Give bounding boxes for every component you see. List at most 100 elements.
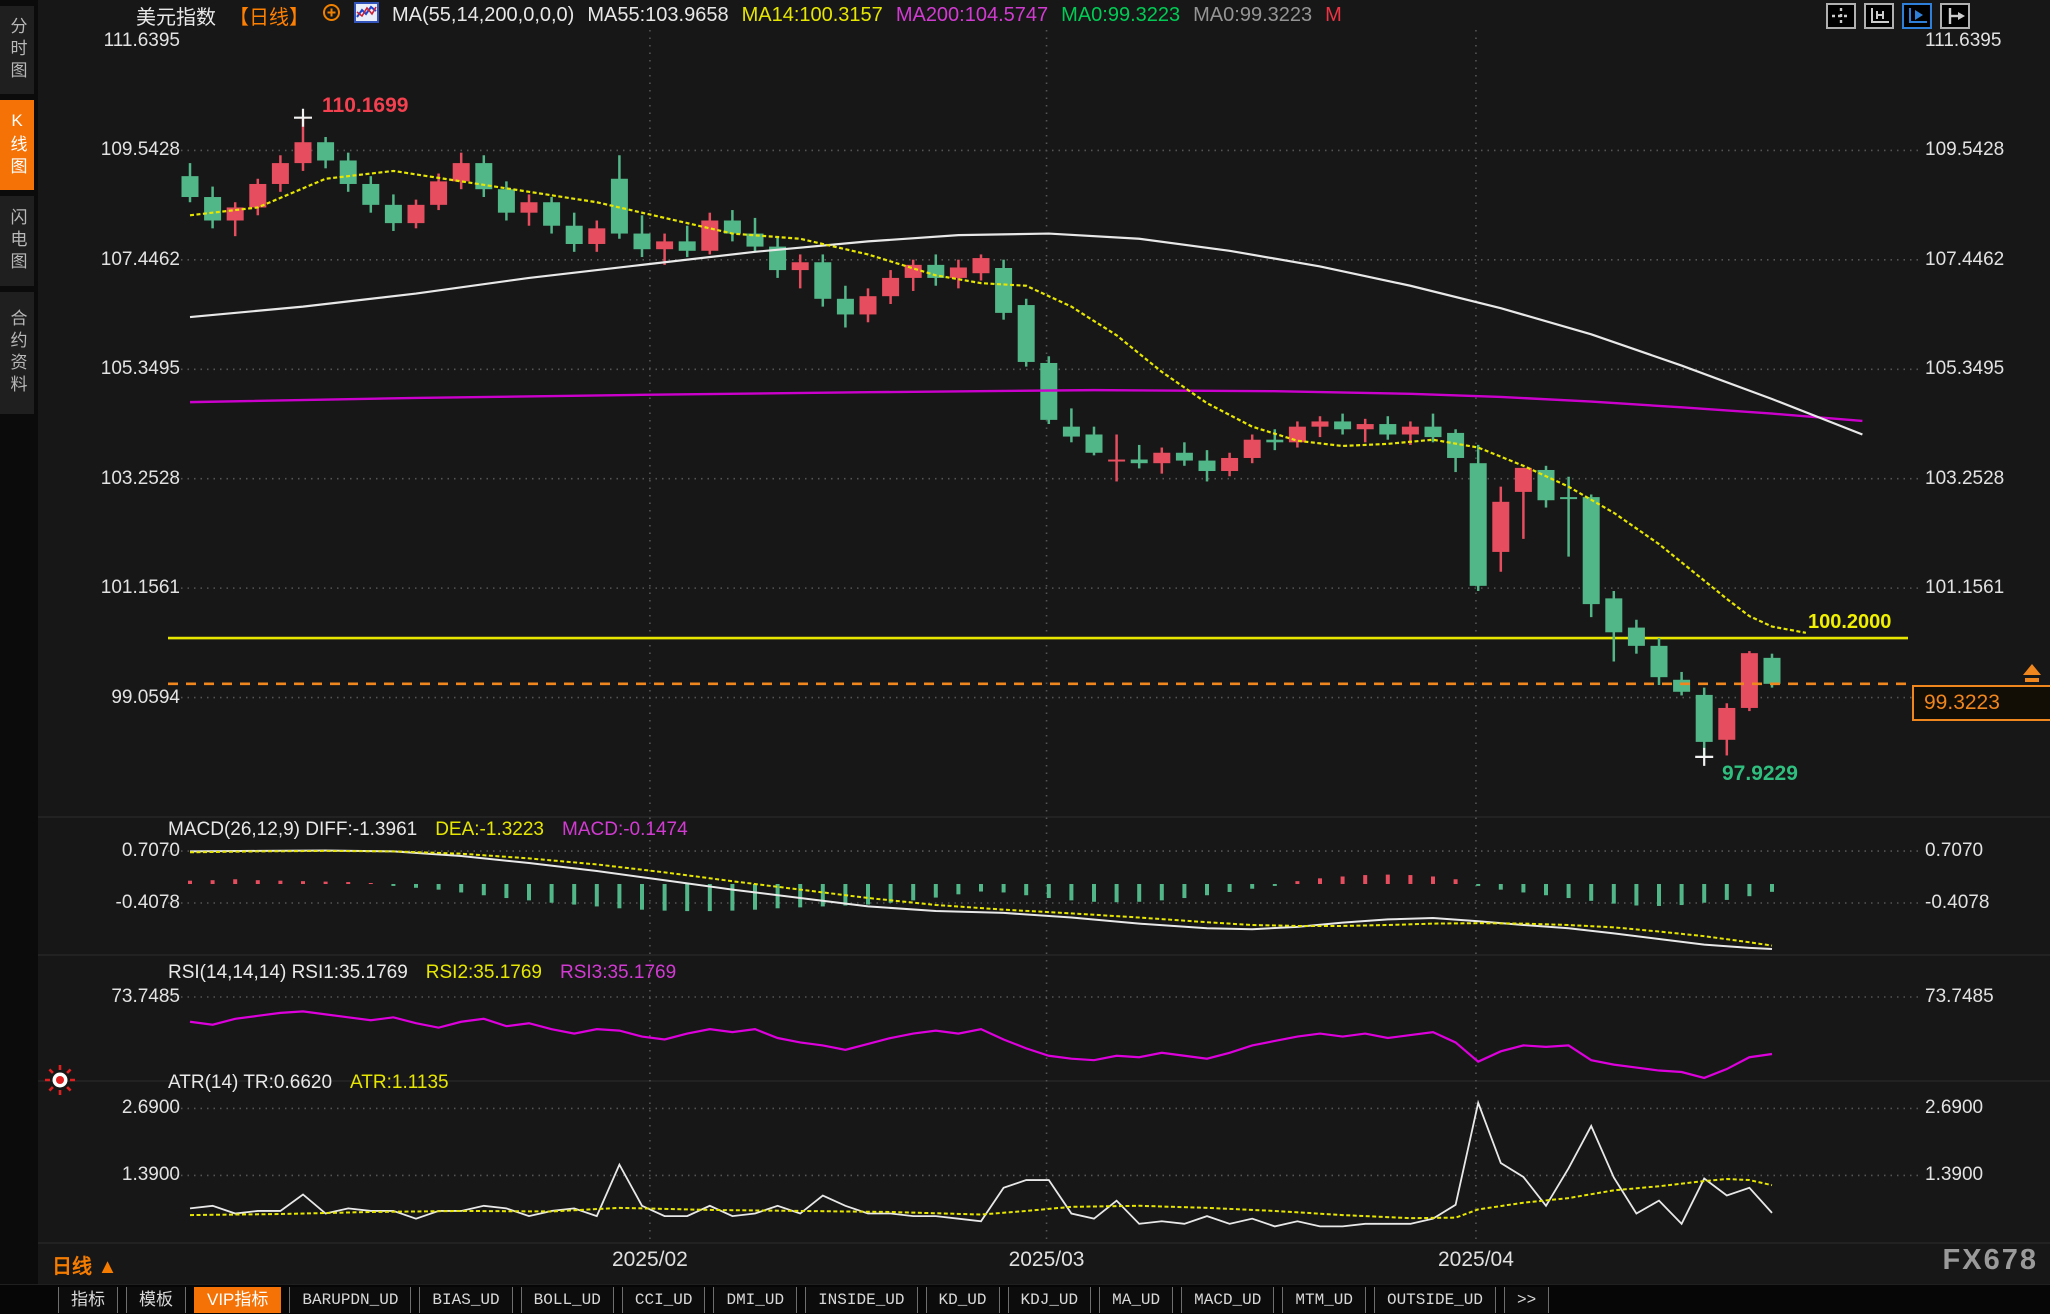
candle [1153, 447, 1171, 474]
period-text: 日线 [52, 1256, 92, 1278]
axis-label: 103.2528 [1925, 467, 2005, 489]
atr-title: ATR(14) TR:0.6620 [168, 1072, 333, 1093]
candle [1718, 703, 1736, 756]
axis-play-icon[interactable] [1902, 3, 1932, 29]
candle [882, 270, 900, 305]
left-price-axis: 111.6395 109.5428 107.4462 105.3495 103.2528… [38, 0, 180, 1250]
high-price-label: 110.1699 [322, 94, 409, 117]
axis-label: 1.3900 [121, 1164, 180, 1186]
candle [904, 259, 922, 291]
candle [633, 215, 651, 258]
candle [1695, 687, 1713, 758]
date-label: 2025/02 [611, 1248, 688, 1271]
tab-BIAS_UD[interactable]: BIAS_UD [419, 1287, 513, 1313]
chevron-up-icon: ▲ [97, 1256, 118, 1278]
ma14-line [189, 169, 1807, 634]
axis-label: 99.0594 [111, 686, 180, 708]
candle [1650, 638, 1668, 685]
axis-label: 73.7485 [111, 986, 180, 1007]
period-selector[interactable]: 日线 ▲ [52, 1250, 117, 1279]
candle [1288, 421, 1306, 448]
tab-MA_UD[interactable]: MA_UD [1099, 1287, 1174, 1313]
tab-BOLL_UD[interactable]: BOLL_UD [520, 1287, 614, 1313]
symbol-title: 美元指数 [136, 6, 216, 29]
axis-label: 109.5428 [100, 139, 180, 161]
sidebar-item-time-chart[interactable]: 分时图 [0, 6, 34, 94]
extreme-cross-marker [1695, 747, 1714, 766]
candle [362, 176, 380, 213]
extreme-cross-marker [294, 108, 312, 127]
tab-BARUPDN_UD[interactable]: BARUPDN_UD [289, 1287, 412, 1313]
level-line-label: 100.2000 [1808, 611, 1892, 633]
sidebar-item-kline-chart[interactable]: K线图 [0, 100, 34, 190]
tab-MTM_UD[interactable]: MTM_UD [1282, 1287, 1366, 1313]
axis-label: 101.1561 [1925, 577, 2005, 599]
tab-VIP指标[interactable]: VIP指标 [194, 1287, 282, 1313]
tab-KD_UD[interactable]: KD_UD [925, 1287, 1000, 1313]
candle [452, 152, 470, 190]
macd-diff-line [189, 849, 1773, 951]
tab-模板[interactable]: 模板 [126, 1287, 186, 1313]
indicator-tab-bar: 指标 模板 VIP指标 BARUPDN_UD BIAS_UD BOLL_UD CCI_UD D… [0, 1284, 2050, 1314]
date-label: 2025/04 [1437, 1248, 1514, 1271]
tab-MACD_UD[interactable]: MACD_UD [1181, 1287, 1275, 1313]
sidebar: 分时图 K线图 闪电图 合约资料 [0, 0, 38, 1314]
candle [1356, 418, 1374, 443]
tab-指标[interactable]: 指标 [58, 1287, 118, 1313]
candle [543, 197, 561, 234]
live-burst-icon[interactable] [42, 1062, 78, 1098]
chart-header: 美元指数 【日线】 MA(55,14,200,0,0,0) MA55:103.9… [136, 1, 1342, 29]
axis-label: 1.3900 [1925, 1164, 1984, 1186]
ma200-line [189, 388, 1863, 423]
period-tag[interactable]: 【日线】 [229, 6, 309, 29]
candle [407, 199, 425, 229]
pan-right-icon[interactable] [1940, 3, 1970, 29]
add-indicator-icon[interactable] [322, 3, 341, 28]
chart-type-icon[interactable] [354, 1, 379, 29]
tab-OUTSIDE_UD[interactable]: OUTSIDE_UD [1373, 1287, 1496, 1313]
rsi2-value: RSI2:35.1769 [425, 962, 542, 983]
axis-label: 111.6395 [1925, 30, 2002, 51]
candle [949, 259, 967, 289]
axis-scale-icon[interactable] [1864, 3, 1894, 29]
candle [1379, 416, 1397, 440]
candle [1627, 619, 1645, 654]
candle [836, 285, 854, 328]
candle [1740, 651, 1758, 712]
candle [1763, 653, 1781, 688]
macd-macd-value: MACD:-0.1474 [562, 819, 688, 840]
candle [339, 152, 357, 192]
axis-label: 111.6395 [103, 30, 180, 51]
tab-KDJ_UD[interactable]: KDJ_UD [1007, 1287, 1092, 1313]
axis-label: 107.4462 [100, 248, 180, 270]
tab-more-icon[interactable]: >> [1503, 1287, 1550, 1313]
candle [475, 155, 493, 198]
axis-label: 73.7485 [1925, 986, 1994, 1007]
rsi-line [189, 1010, 1773, 1080]
candle [1085, 426, 1103, 456]
candle [859, 288, 877, 323]
candle [1514, 467, 1532, 539]
candle [1424, 413, 1442, 443]
sidebar-item-flash-chart[interactable]: 闪电图 [0, 196, 34, 286]
candle [520, 194, 538, 226]
date-label: 2025/03 [1008, 1248, 1085, 1271]
candle [1198, 450, 1216, 482]
chart-toolbar [1826, 3, 1970, 29]
tab-INSIDE_UD[interactable]: INSIDE_UD [805, 1287, 918, 1313]
candle [746, 217, 764, 252]
candle [588, 220, 606, 252]
axis-label: -0.4078 [1925, 892, 1990, 913]
candle [1311, 416, 1329, 438]
axis-label: 0.7070 [1925, 840, 1984, 862]
candle [430, 173, 448, 211]
tab-CCI_UD[interactable]: CCI_UD [621, 1287, 706, 1313]
crosshair-move-icon[interactable] [1826, 3, 1856, 29]
candle [204, 186, 222, 229]
macd-panel-header: MACD(26,12,9) DIFF:-1.3961 DEA:-1.3223 M… [168, 819, 688, 841]
tab-DMI_UD[interactable]: DMI_UD [713, 1287, 798, 1313]
sidebar-item-contract-info[interactable]: 合约资料 [0, 292, 34, 414]
candle [610, 155, 628, 239]
